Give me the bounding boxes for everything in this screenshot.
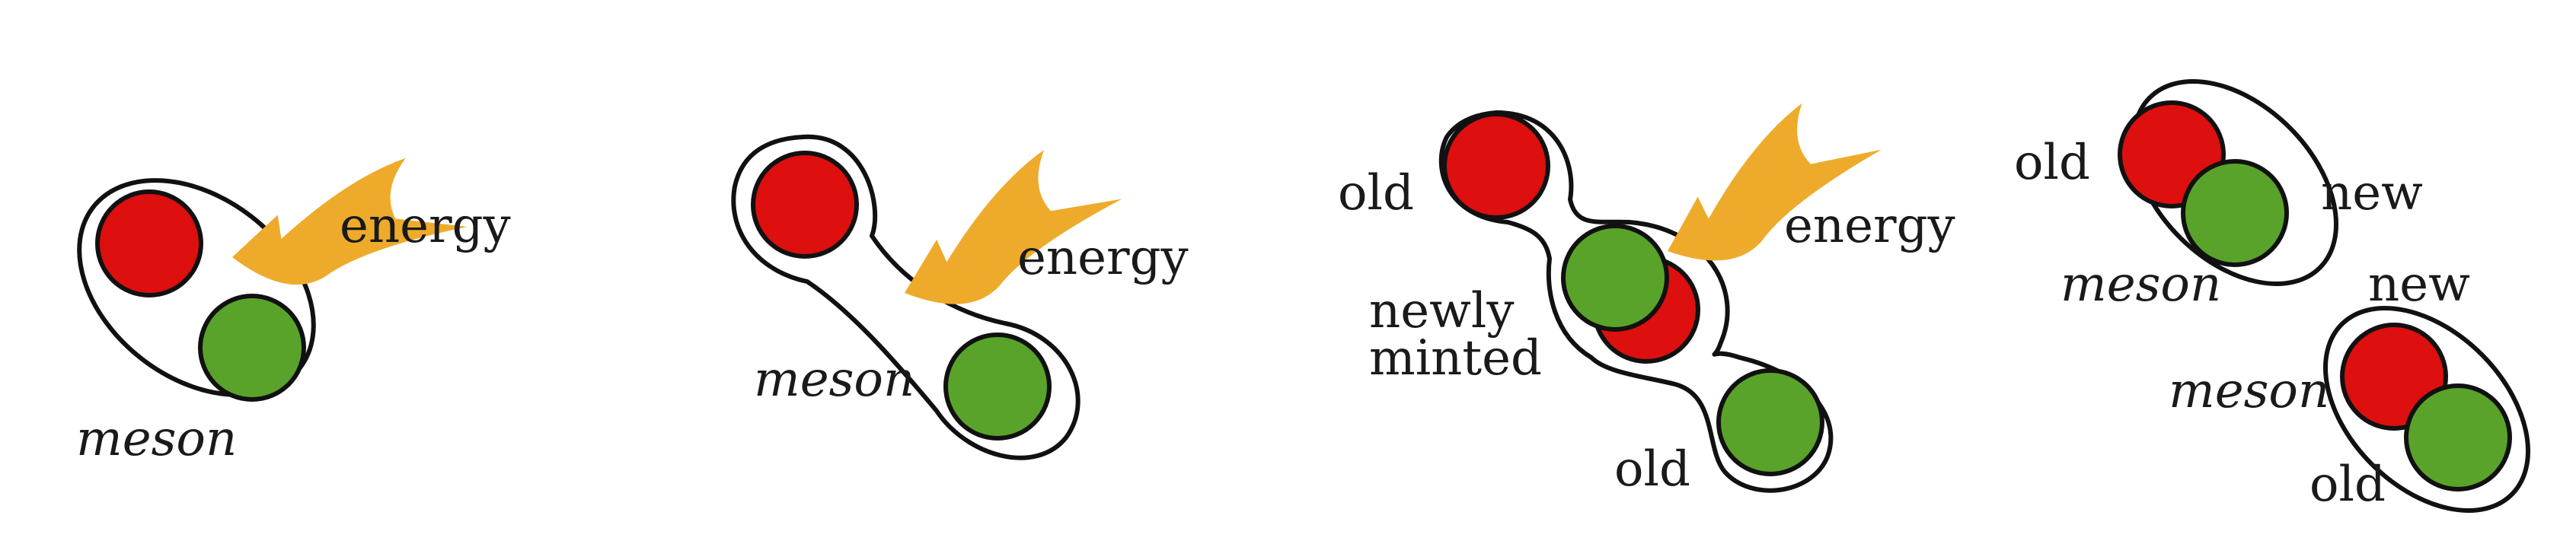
old-label-top: old (1338, 165, 1414, 221)
old-green-quark (1716, 368, 1824, 476)
new-green-quark (2181, 159, 2289, 267)
newly-minted-green-quark (1561, 224, 1669, 332)
green-quark (198, 294, 306, 402)
meson-label: meson (76, 411, 237, 467)
lower-meson (2323, 306, 2530, 513)
meson-label-bottom: meson (2169, 363, 2329, 419)
panel-2: energy meson (731, 128, 1189, 460)
upper-meson (2118, 79, 2338, 286)
meson-label-top: meson (2060, 256, 2221, 313)
minted-label: minted (1369, 330, 1542, 387)
energy-label: energy (340, 198, 511, 254)
old-label-top: old (2014, 135, 2090, 191)
panel-1: energy meson (76, 148, 511, 467)
panel-3: old energy newly minted old (1338, 80, 1955, 498)
new-label-bottom: new (2368, 256, 2470, 313)
meson-label: meson (754, 352, 915, 408)
old-label-bottom: old (1614, 441, 1690, 498)
red-quark (751, 151, 859, 259)
energy-label: energy (1784, 198, 1955, 254)
old-red-quark (1442, 112, 1550, 220)
meson-boundary (77, 178, 316, 397)
new-label-top: new (2321, 165, 2423, 221)
old-label-bottom: old (2309, 457, 2386, 513)
red-quark (95, 189, 203, 298)
green-quark (943, 332, 1052, 441)
newly-label: newly (1369, 283, 1515, 339)
energy-label: energy (1017, 230, 1189, 286)
panel-4: old new meson new meson old (2014, 79, 2530, 513)
old-green-quark (2404, 383, 2512, 492)
